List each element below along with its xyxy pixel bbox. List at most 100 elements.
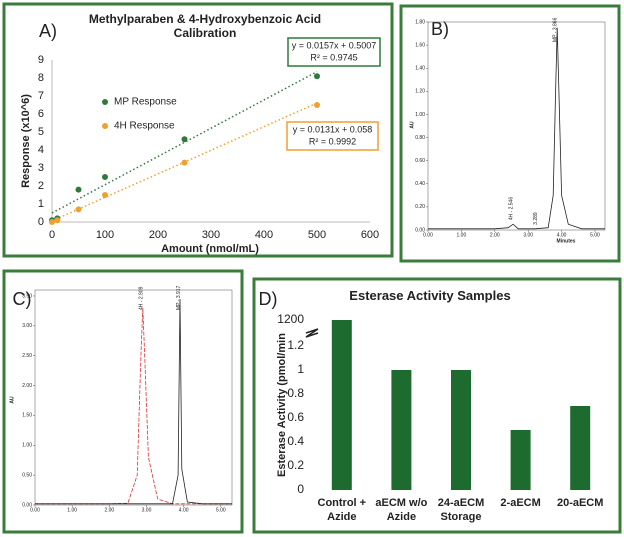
data-point: [102, 174, 108, 180]
x-tick-label: 0.00: [30, 507, 40, 513]
y-tick-label: 4: [38, 144, 44, 156]
x-tick-label: 4.00: [179, 507, 189, 513]
x-tick-label: 100: [96, 229, 114, 241]
x-tick-label: 4.00: [557, 232, 567, 238]
x-tick-label: 3.00: [523, 232, 533, 238]
y-tick-label: 2.50: [22, 353, 32, 359]
x-tick-label: 300: [202, 229, 220, 241]
y-tick-label: 2.00: [22, 383, 32, 389]
x-tick-label: Control + Azide: [317, 497, 367, 523]
y-tick-label: 7: [38, 90, 44, 102]
y-tick-label: 0: [38, 216, 44, 228]
y-tick-label: 0.2: [287, 458, 304, 472]
y-tick-label: 0.00: [415, 227, 425, 233]
y-tick-label: 1200: [277, 312, 304, 326]
equation: y = 0.0157x + 0.5007: [292, 40, 377, 50]
peak-label: 4H - 2.909: [138, 286, 144, 310]
y-tick-label: 1.40: [415, 66, 425, 72]
peak-label: 4H - 2.546: [508, 197, 514, 221]
data-point: [75, 186, 82, 193]
equation-box: [287, 37, 381, 67]
y-tick-label: 1.50: [22, 413, 32, 419]
x-tick-label: 2.00: [490, 232, 500, 238]
y-tick-label: 0.8: [287, 386, 304, 400]
y-tick-label: 1.00: [22, 443, 32, 449]
x-tick-label: 1.00: [457, 232, 467, 238]
y-tick-label: 1.20: [415, 89, 425, 95]
y-tick-label: 3: [38, 162, 44, 174]
y-tick-label: 5: [38, 126, 44, 138]
axis-break: [305, 328, 319, 338]
chart-title: Esterase Activity Samples: [349, 288, 511, 303]
legend-marker: [102, 123, 108, 129]
panel-border: [399, 4, 621, 263]
y-tick-label: 0.4: [287, 434, 304, 448]
y-tick-label: 3.50: [22, 293, 32, 299]
data-point: [314, 102, 320, 108]
x-tick-label: 20-aECM: [556, 497, 604, 509]
r-squared: R² = 0.9992: [309, 136, 356, 146]
data-point: [181, 136, 188, 143]
panel-label: D): [259, 289, 278, 309]
r-squared: R² = 0.9745: [310, 52, 357, 62]
y-tick-label: 1.80: [415, 19, 425, 25]
y-tick-label: 1.60: [415, 42, 425, 48]
y-tick-label: 6: [38, 108, 44, 120]
legend-label: 4H Response: [114, 121, 175, 132]
panel-border: [2, 269, 244, 534]
legend-label: MP Response: [114, 97, 177, 108]
data-point: [102, 192, 108, 198]
x-tick-label: 200: [149, 229, 167, 241]
x-tick-label: 5.00: [216, 507, 226, 513]
y-tick-label: 2: [38, 180, 44, 192]
data-point: [181, 159, 188, 166]
y-tick-label: 9: [38, 54, 44, 66]
x-axis-label: Amount (nmol/mL): [161, 243, 259, 255]
y-tick-label: 0.20: [415, 204, 425, 210]
y-axis-label: Response (x10^6): [20, 94, 32, 188]
data-point: [49, 219, 55, 225]
chromatogram-trace: [35, 307, 232, 505]
y-axis-label: AU: [409, 121, 415, 129]
y-tick-label: 0.40: [415, 181, 425, 187]
x-tick-label: aECM w/o Azide: [375, 497, 428, 523]
bar: [391, 370, 412, 490]
y-tick-label: 0: [297, 482, 304, 496]
x-tick-label: 1.00: [67, 507, 77, 513]
y-tick-label: 1: [297, 362, 304, 376]
panel-label: C): [13, 289, 32, 309]
data-point: [54, 217, 61, 224]
x-axis-label: Minutes: [557, 238, 576, 244]
bar: [451, 370, 471, 490]
y-tick-label: 0.60: [415, 158, 425, 164]
chromatogram-trace: [35, 298, 232, 505]
panel-border: [252, 277, 622, 534]
x-tick-label: 2.00: [104, 507, 114, 513]
y-tick-label: 1.2: [287, 338, 304, 352]
x-tick-label: 400: [255, 229, 273, 241]
peak-label: MP - 3.917: [176, 285, 182, 310]
panel-label: B): [431, 19, 449, 39]
x-tick-label: 500: [308, 229, 326, 241]
data-point: [75, 206, 82, 213]
chart-title: Methylparaben & 4-Hydroxybenzoic Acid Ca…: [88, 12, 322, 40]
y-tick-label: 1: [38, 198, 44, 210]
x-tick-label: 0: [49, 229, 55, 241]
y-tick-label: 0.00: [22, 502, 32, 508]
bar: [331, 320, 352, 490]
y-tick-label: 3.00: [22, 323, 32, 329]
peak-label: MP - 3.866: [552, 17, 558, 42]
x-tick-label: 5.00: [590, 232, 600, 238]
data-point: [314, 73, 320, 80]
plot-frame: [34, 289, 233, 506]
chromatogram-trace: [428, 27, 605, 230]
peak-label: 3.289: [533, 212, 539, 225]
equation-box: [286, 121, 379, 151]
trendline: [51, 71, 318, 214]
y-tick-label: 0.6: [287, 410, 304, 424]
legend-marker: [102, 99, 108, 105]
bar: [570, 406, 591, 490]
y-tick-label: 0.50: [22, 472, 32, 478]
